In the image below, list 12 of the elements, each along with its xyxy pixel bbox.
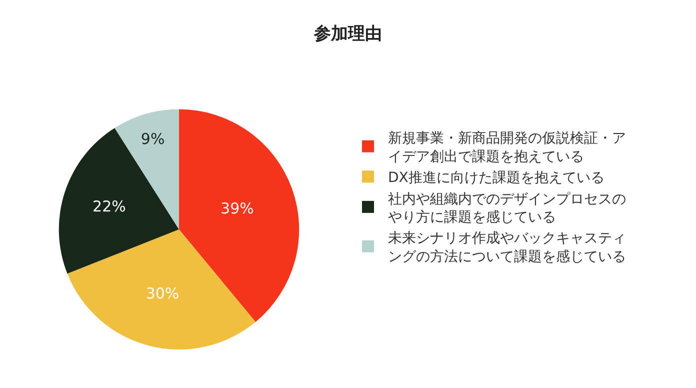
data-label: 9% — [140, 130, 165, 148]
pie-slice — [58, 128, 179, 274]
data-label: 22% — [92, 198, 126, 216]
legend-label: 社内や組織内でのデザインプロセスのやり方に課題を感じている — [388, 191, 626, 226]
data-label: 39% — [220, 199, 254, 218]
legend-label: 新規事業・新商品開発の仮説検証・アイデア創出で課題を抱えている — [388, 130, 626, 165]
legend-label: 未来シナリオ作成やバックキャスティングの方法について課題を感じている — [388, 230, 626, 265]
data-label: 30% — [146, 284, 180, 303]
legend-label: DX推進に向けた課題を抱えている — [388, 170, 604, 186]
chart-title: 参加理由 — [313, 24, 382, 44]
pie-slice — [179, 109, 300, 322]
pie-slice — [67, 229, 256, 350]
